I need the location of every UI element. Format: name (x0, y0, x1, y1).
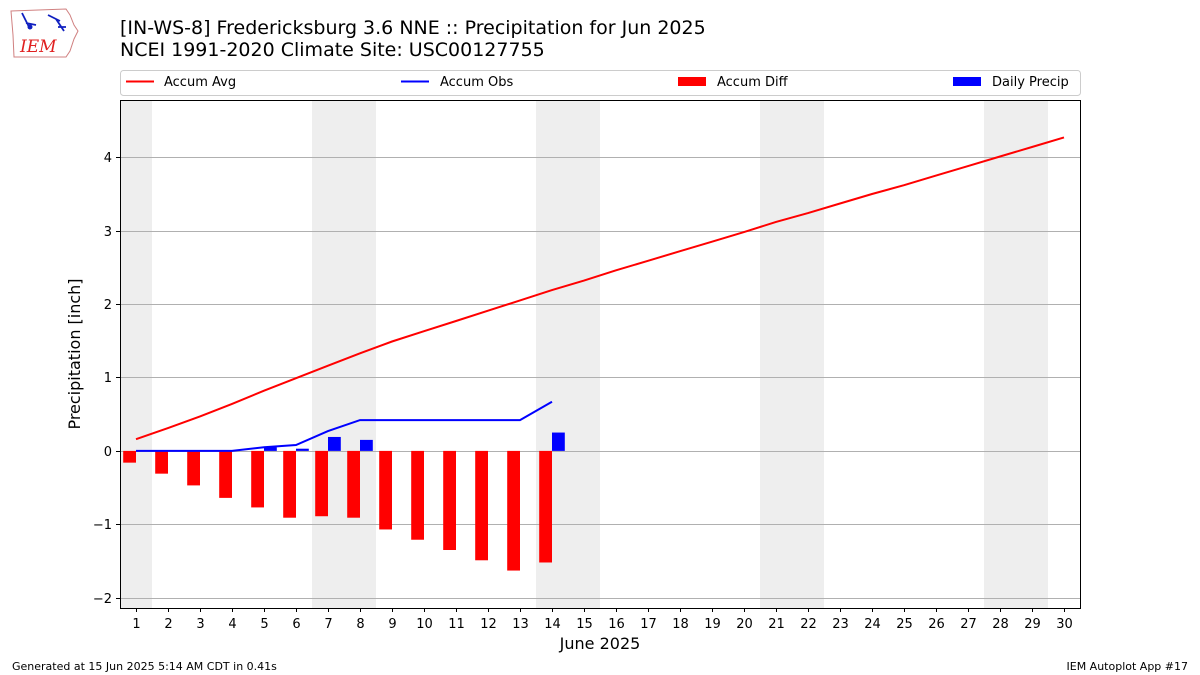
y-tick-label: 1 (104, 371, 112, 386)
accum-diff-bar (539, 450, 552, 563)
x-axis: 1 2 3 4 5 6 7 8 9 10 11 12 13 14 15 16 17 18 19 20 21 22 23 24 2… (132, 608, 1073, 632)
chart-title: [IN-WS-8] Fredericksburg 3.6 NNE :: Prec… (120, 17, 706, 61)
x-tick-label: 30 (1056, 617, 1073, 632)
accum-diff-bar (507, 450, 520, 571)
x-tick-label: 12 (480, 617, 497, 632)
y-tick-label: −1 (93, 518, 112, 533)
x-tick-label: 10 (416, 617, 433, 632)
app-credit: IEM Autoplot App #17 (1066, 660, 1189, 673)
legend-label-accum-avg: Accum Avg (164, 75, 236, 90)
x-tick-label: 16 (608, 617, 625, 632)
daily-precip-bar (552, 432, 565, 451)
accum-diff-bar (315, 450, 328, 517)
x-tick-label: 20 (736, 617, 753, 632)
y-tick-label: 0 (104, 445, 112, 460)
x-tick-label: 23 (832, 617, 849, 632)
y-tick-label: 2 (104, 298, 112, 313)
daily-precip-bar (328, 436, 341, 451)
x-tick-label: 26 (928, 617, 945, 632)
legend-swatch-accum-diff (678, 77, 706, 86)
daily-precip-bar (360, 439, 373, 451)
accum-diff-bar (475, 450, 488, 561)
station-dot-icon (27, 24, 33, 30)
x-tick-label: 17 (640, 617, 657, 632)
y-tick-label: 4 (104, 151, 112, 166)
x-tick-label: 25 (896, 617, 913, 632)
x-tick-label: 8 (356, 617, 364, 632)
x-tick-label: 29 (1024, 617, 1041, 632)
x-tick-label: 2 (164, 617, 172, 632)
x-tick-label: 27 (960, 617, 977, 632)
x-tick-label: 15 (576, 617, 593, 632)
x-tick-label: 21 (768, 617, 785, 632)
daily-precip-bar (264, 447, 277, 451)
x-tick-label: 28 (992, 617, 1009, 632)
iowa-state-outline (10, 8, 79, 58)
legend: Accum Avg Accum Obs Accum Diff Daily Pre… (120, 70, 1081, 96)
x-tick-label: 13 (512, 617, 529, 632)
legend-frame (120, 70, 1081, 96)
x-tick-label: 7 (324, 617, 332, 632)
weekend-shading-layer (120, 100, 1048, 608)
accum-diff-bar (283, 450, 296, 518)
bars-layer (123, 432, 565, 571)
x-tick-label: 9 (388, 617, 396, 632)
x-tick-label: 5 (260, 617, 268, 632)
legend-label-daily-precip: Daily Precip (992, 75, 1069, 90)
x-tick-label: 1 (132, 617, 140, 632)
y-tick-label: −2 (93, 592, 112, 607)
x-tick-label: 24 (864, 617, 881, 632)
accum-diff-bar (219, 450, 232, 498)
accum-diff-bar (443, 450, 456, 551)
chart-title-line1: [IN-WS-8] Fredericksburg 3.6 NNE :: Prec… (120, 17, 706, 39)
x-axis-title: June 2025 (559, 634, 641, 653)
generated-timestamp: Generated at 15 Jun 2025 5:14 AM CDT in … (12, 660, 277, 673)
accum-diff-bar (123, 450, 136, 463)
plot-frame (120, 100, 1081, 609)
accum-diff-bar (187, 450, 200, 486)
y-axis: −2 −1 0 1 2 3 4 (93, 151, 120, 607)
x-tick-label: 4 (228, 617, 236, 632)
logo-text: IEM (19, 37, 57, 57)
weekend-shade (536, 100, 600, 608)
accum-obs-line (136, 400, 553, 452)
weekend-shade (984, 100, 1048, 608)
x-tick-label: 22 (800, 617, 817, 632)
weather-station-icon (21, 12, 66, 32)
weekend-shade (760, 100, 824, 608)
accum-diff-bar (155, 450, 168, 474)
x-tick-label: 6 (292, 617, 300, 632)
daily-precip-bar (296, 448, 309, 451)
accum-diff-bar (347, 450, 360, 518)
x-tick-label: 18 (672, 617, 689, 632)
y-axis-title: Precipitation [inch] (65, 278, 84, 429)
lines-layer (135, 136, 1065, 452)
legend-label-accum-diff: Accum Diff (717, 75, 789, 90)
y-tick-label: 3 (104, 225, 112, 240)
x-tick-label: 3 (196, 617, 204, 632)
x-tick-label: 11 (448, 617, 465, 632)
legend-swatch-daily-precip (953, 77, 981, 86)
weekend-shade (120, 100, 152, 608)
accum-diff-bar (411, 450, 424, 540)
accum-diff-bar (379, 450, 392, 530)
weekend-shade (312, 100, 376, 608)
iem-logo: IEM (10, 8, 79, 58)
x-tick-label: 14 (544, 617, 561, 632)
accum-avg-line (135, 136, 1065, 441)
legend-label-accum-obs: Accum Obs (440, 75, 513, 90)
accum-diff-bar (251, 450, 264, 508)
gridlines (120, 157, 1080, 599)
x-tick-label: 19 (704, 617, 721, 632)
chart-subtitle: NCEI 1991-2020 Climate Site: USC00127755 (120, 39, 545, 61)
